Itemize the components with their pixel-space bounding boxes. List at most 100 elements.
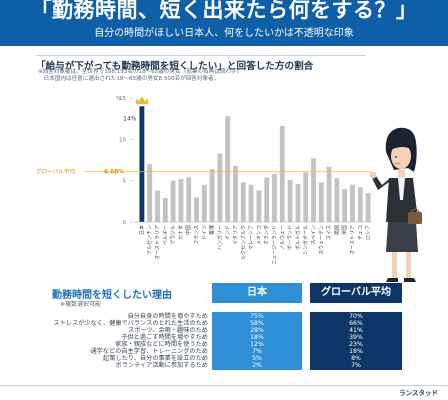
- chart-note-line-1: ※回答対象者は、全世界で198,193名の18〜65歳の男女（就業の有無は問わず…: [38, 69, 243, 75]
- reason-label: 子供と過ごす時間を増やすため: [121, 334, 208, 341]
- y-tick-label: 10: [119, 137, 126, 143]
- reason-label: ストレスが少なく、健康でバランスのとれた生活のため: [53, 320, 208, 327]
- x-tick-label: ロシア: [366, 225, 372, 240]
- x-tick-label: 米国: [341, 225, 348, 235]
- bar: [334, 178, 340, 222]
- x-tick-label: オーストリア: [350, 225, 356, 255]
- global-value: 8%: [351, 355, 361, 362]
- global-average-value: 6.08%: [104, 170, 124, 176]
- japan-value: 58%: [250, 320, 264, 327]
- table-row: 起業したり、自分の事業を設立のため 5% 8%: [0, 355, 448, 362]
- y-tick-label: 0: [123, 220, 127, 226]
- x-tick-label: ノルウェー: [279, 225, 286, 250]
- reason-label: ボランティア活動に参加するため: [115, 362, 208, 369]
- page-subtitle: 自分の時間がほしい日本人、何をしたいかは不透明な印象: [94, 28, 354, 39]
- page-title: 「勤務時間、短く出来たら何をする？」: [30, 0, 418, 22]
- bar: [162, 198, 168, 222]
- bar: [178, 179, 184, 222]
- global-value: 7%: [351, 362, 361, 369]
- x-tick-label: ドイツ: [202, 225, 208, 240]
- bar: [357, 187, 363, 222]
- x-tick-label: マレーシア: [249, 225, 255, 250]
- table-row: ボランティア活動に参加するため 2% 7%: [0, 362, 448, 369]
- global-average-label: グローバル平均: [36, 168, 76, 176]
- x-tick-label: スウェーデン: [318, 225, 325, 255]
- x-tick-label: 中国: [185, 225, 192, 235]
- global-column-background: [310, 312, 402, 370]
- bar: [186, 177, 192, 222]
- japan-value-label: 14%: [123, 115, 137, 122]
- chart-note-line-2: 日本国内は任意に選出された18〜65歳の男女8,500名が回答対象者。: [38, 76, 220, 82]
- table-row: 子供と過ごす時間を増やすため 18% 39%: [0, 334, 448, 341]
- x-tick-label: チェコ: [358, 225, 364, 240]
- header-banner: [0, 0, 448, 46]
- bar: [155, 190, 160, 222]
- chart-note: ※回答対象者は、全世界で198,193名の18〜65歳の男女（就業の有無は問わず…: [38, 69, 318, 83]
- reason-label: スポーツ、余暇・趣味のため: [128, 327, 208, 334]
- x-tick-label: ニュージーランド: [272, 225, 278, 265]
- japan-value: 28%: [250, 327, 264, 334]
- x-tick-label: 日本: [138, 225, 145, 235]
- reason-label: 通学などの自主学習、トレーニングのため: [90, 348, 208, 355]
- x-tick-label: インド: [225, 225, 231, 240]
- x-tick-label: アルゼンチン: [146, 225, 153, 255]
- japan-column-background: [212, 312, 302, 370]
- x-tick-label: イタリア: [232, 225, 239, 245]
- bar: [147, 164, 153, 222]
- x-tick-label: ポルトガル: [294, 225, 301, 250]
- bar: [240, 182, 246, 222]
- global-value: 18%: [349, 348, 363, 355]
- table-row: ストレスが少なく、健康でバランスのとれた生活のため 58% 66%: [0, 320, 448, 327]
- bar: [264, 177, 270, 222]
- bar: [303, 172, 309, 222]
- bar-japan: [139, 106, 145, 222]
- table-row: 通学などの自主学習、トレーニングのため 7% 18%: [0, 348, 448, 355]
- japan-value: 18%: [250, 334, 264, 341]
- global-value: 70%: [349, 313, 363, 320]
- reason-label: 家族・親族などに時間を使うため: [115, 341, 208, 348]
- bar: [248, 184, 254, 222]
- x-tick-label: シンガポール: [302, 225, 309, 255]
- bar: [318, 182, 324, 222]
- bar: [194, 197, 199, 222]
- y-tick-label: 15: [119, 96, 126, 102]
- x-tick-label: カナダ: [177, 225, 184, 240]
- chart-title: 「給与が下がっても勤務時間を短くしたい」と回答した方の割合: [36, 55, 366, 72]
- x-tick-label: スペイン: [311, 225, 317, 245]
- bar: [217, 153, 223, 222]
- bar: [342, 188, 348, 222]
- japan-value: 12%: [250, 341, 264, 348]
- brand-logo: ランスタッド: [399, 389, 438, 397]
- table-row: スポーツ、余暇・趣味のため 28% 41%: [0, 327, 448, 334]
- x-tick-label: 英国: [333, 225, 340, 235]
- bar: [256, 190, 262, 222]
- bar: [209, 169, 215, 222]
- global-value: 39%: [349, 334, 363, 341]
- japan-value: 5%: [252, 355, 262, 362]
- x-tick-label: ブラジル: [170, 225, 177, 245]
- y-tick-label: 5: [123, 179, 127, 185]
- x-tick-label: オーストラリア: [155, 225, 161, 260]
- bar: [365, 193, 371, 222]
- reasons-subtitle: ※複数選択可能: [60, 301, 102, 308]
- x-tick-label: オランダ: [263, 225, 270, 245]
- x-tick-label: ハンガリー: [216, 225, 223, 250]
- japan-column-header: 日本: [212, 283, 302, 303]
- x-tick-label: スイス: [327, 225, 333, 240]
- x-tick-label: 香港: [209, 225, 216, 235]
- bar: [201, 184, 207, 222]
- reasons-title: 勤務時間を短くしたい理由: [52, 290, 172, 301]
- global-value: 41%: [349, 327, 363, 334]
- global-column-header: グローバル平均: [310, 283, 402, 303]
- x-tick-label: フランス: [194, 225, 200, 245]
- table-row: 家族・親族などに時間を使うため 12% 23%: [0, 341, 448, 348]
- crown-icon: [135, 96, 148, 105]
- x-tick-label: ベルギー: [163, 225, 169, 245]
- bar: [170, 180, 176, 222]
- japan-value: 7%: [252, 348, 262, 355]
- bar: [350, 184, 355, 222]
- global-value: 66%: [349, 320, 363, 327]
- bar: [287, 179, 293, 222]
